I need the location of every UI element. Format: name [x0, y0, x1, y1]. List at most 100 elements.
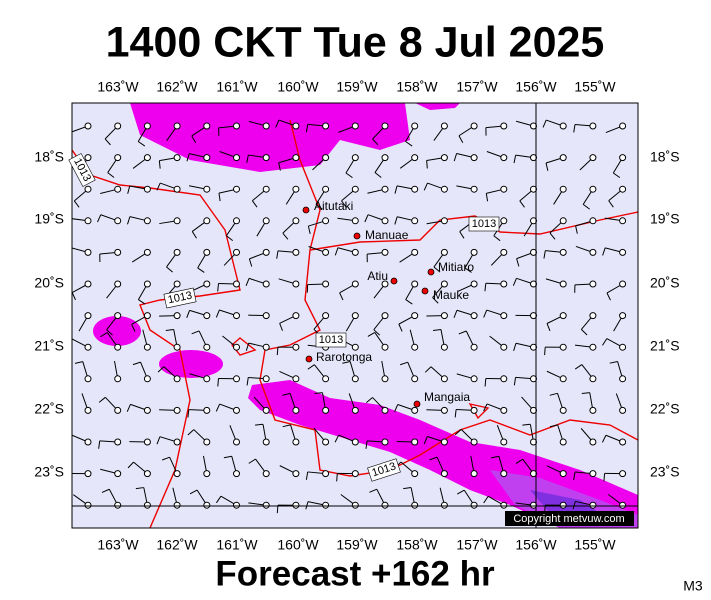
barb-station	[114, 438, 122, 446]
barb-station	[114, 406, 122, 414]
isobar-label-box	[367, 458, 401, 482]
barb-flag	[483, 403, 488, 412]
barb-flag	[459, 231, 465, 239]
barb-station	[411, 406, 419, 414]
barb-station	[470, 375, 478, 383]
barb-station	[203, 343, 211, 351]
barb-flag	[191, 231, 197, 239]
barb-flag	[515, 458, 523, 464]
barb-flag	[464, 267, 472, 273]
barb-flag	[305, 471, 309, 480]
place-dot	[427, 268, 435, 276]
barb-station	[173, 501, 181, 509]
barb-flag	[127, 216, 131, 225]
barb-station	[500, 154, 508, 162]
barb-flag	[216, 495, 222, 504]
barb-station	[411, 438, 419, 446]
barb-station	[84, 122, 92, 130]
barb-station	[589, 122, 597, 130]
barb-station	[292, 248, 300, 256]
barb-flag	[423, 436, 428, 445]
barb-flag	[97, 214, 102, 223]
barb-station	[203, 154, 211, 162]
isobar-label-text: 1013	[167, 289, 193, 306]
barb-flag	[98, 396, 106, 403]
barb-station	[143, 185, 151, 193]
barb-station	[84, 343, 92, 351]
barb-station	[292, 217, 300, 225]
barb-flag	[513, 155, 517, 164]
barb-station	[114, 185, 122, 193]
barb-station	[143, 438, 151, 446]
barb-station	[84, 501, 92, 509]
barb-station	[381, 406, 389, 414]
barb-flag	[248, 258, 253, 267]
barb-station	[84, 438, 92, 446]
barb-station	[173, 280, 181, 288]
barb-station	[84, 470, 92, 478]
barb-station	[470, 280, 478, 288]
barb-station	[322, 248, 330, 256]
barb-flag	[341, 200, 347, 208]
barb-station	[589, 154, 597, 162]
lat-label-left: 20˚S	[34, 275, 64, 291]
place-dot	[305, 355, 313, 363]
barb-station	[262, 154, 270, 162]
barb-flag	[126, 404, 131, 412]
barb-station	[619, 280, 627, 288]
barb-station	[559, 185, 567, 193]
barb-station	[233, 154, 240, 162]
barb-station	[143, 122, 151, 130]
barb-flag	[307, 364, 315, 370]
barb-station	[84, 217, 92, 225]
barb-station	[619, 375, 627, 383]
barb-station	[411, 217, 419, 225]
barb-flag	[581, 392, 590, 395]
barb-station	[559, 122, 567, 130]
place-dot	[390, 277, 398, 285]
barb-station	[262, 438, 270, 446]
barb-flag	[217, 378, 220, 387]
barb-station	[143, 375, 151, 383]
barb-flag	[429, 456, 438, 461]
lon-label-bottom: 162˚W	[156, 537, 198, 553]
barb-station	[114, 122, 122, 130]
barb-station	[173, 122, 181, 130]
barb-flag	[187, 409, 190, 418]
barb-station	[173, 375, 181, 383]
barb-station	[292, 343, 300, 351]
barb-station	[203, 501, 211, 509]
barb-station	[559, 312, 567, 320]
barb-station	[381, 154, 389, 162]
barb-flag	[574, 364, 583, 370]
barb-station	[589, 280, 597, 288]
barb-station	[114, 217, 122, 225]
lon-label-bottom: 159˚W	[336, 537, 378, 553]
lon-label-bottom: 161˚W	[216, 537, 258, 553]
barb-station	[589, 470, 597, 478]
place-label: Aitutaki	[314, 199, 353, 213]
barb-station	[84, 248, 92, 256]
lat-label-right: 18˚S	[650, 149, 680, 165]
barb-station	[322, 375, 330, 383]
barb-flag	[69, 473, 70, 481]
barb-station	[114, 312, 122, 320]
place-dot	[302, 206, 310, 214]
barb-station	[559, 343, 567, 351]
barb-station	[233, 470, 240, 478]
barb-station	[351, 217, 359, 225]
rain-area	[93, 316, 141, 346]
barb-station	[619, 343, 627, 351]
barb-station	[143, 343, 151, 351]
barb-flag	[166, 266, 173, 273]
barb-flag	[186, 153, 190, 162]
barb-flag	[485, 193, 489, 202]
place-label: Mitiaro	[438, 260, 474, 274]
barb-station	[440, 343, 448, 351]
barb-station	[500, 185, 508, 193]
isobar-label-text: 1013	[319, 334, 343, 346]
barb-flag	[575, 225, 578, 234]
barb-station	[559, 406, 567, 414]
barb-station	[292, 470, 300, 478]
barb-flag	[72, 292, 76, 301]
